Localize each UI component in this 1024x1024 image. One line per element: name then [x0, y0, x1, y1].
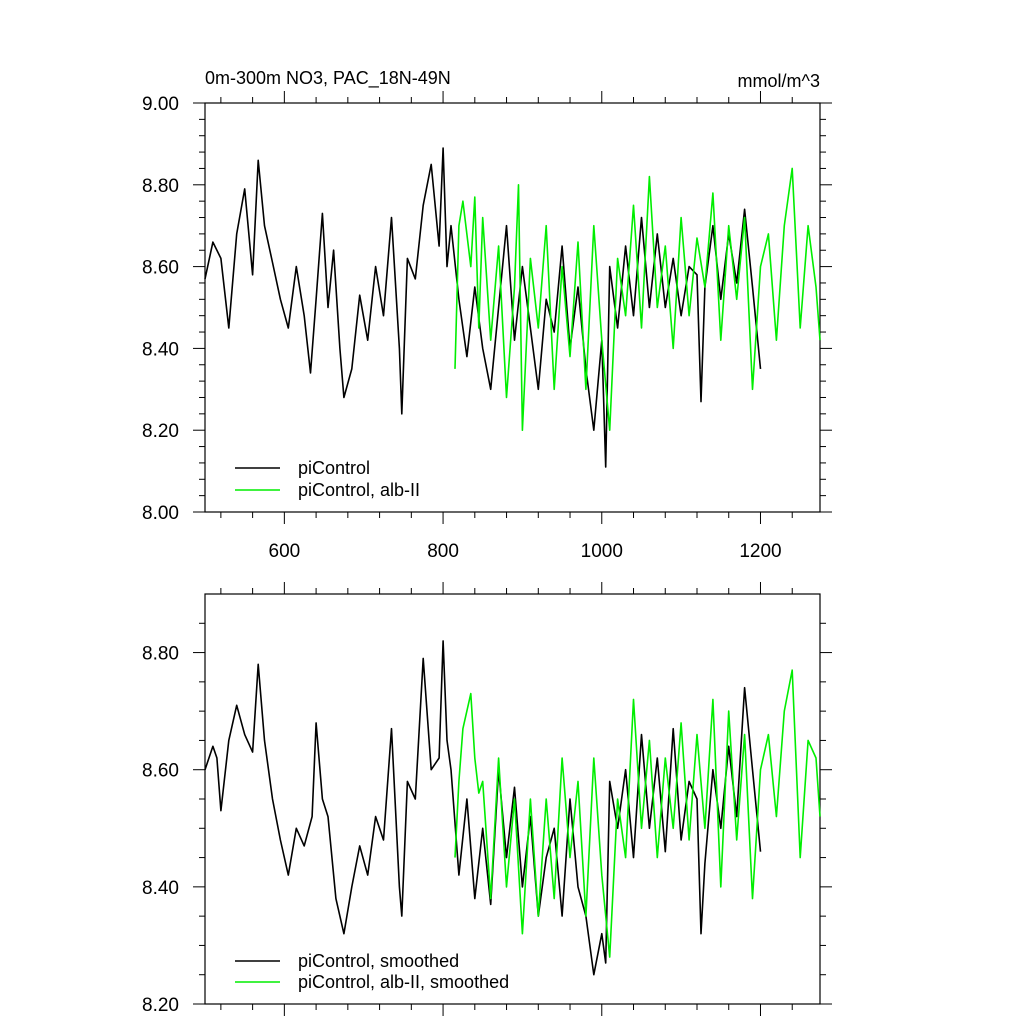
y-tick-label: 8.20: [142, 995, 179, 1016]
y-tick-label: 8.60: [142, 761, 179, 782]
series-line-picontrol-alb-ii-smoothed: [454, 669, 821, 958]
y-tick-label: 8.40: [142, 878, 179, 899]
series-line-picontrol-smoothed: [204, 640, 762, 976]
x-tick-label: 1200: [739, 541, 781, 562]
x-tick-label: 600: [269, 541, 301, 562]
y-tick-label: 8.80: [142, 644, 179, 665]
top-plot-frame: [204, 102, 821, 513]
legend-label-picontrol: piControl: [298, 458, 370, 478]
y-tick-label: 8.20: [142, 421, 179, 442]
y-tick-label: 8.60: [142, 258, 179, 279]
bottom-plot-legend: piControl, smoothed piControl, alb-II, s…: [235, 951, 509, 992]
legend-label-picontrol-smoothed: piControl, smoothed: [298, 951, 459, 971]
y-tick-label: 8.40: [142, 339, 179, 360]
bottom-plot: 8.20 8.40 8.60 8.80 piControl, smoothed …: [142, 582, 832, 1016]
top-plot-units: mmol/m^3: [738, 71, 820, 91]
bottom-plot-y-tick-labels: 8.20 8.40 8.60 8.80: [142, 644, 179, 1016]
x-tick-label: 1000: [581, 541, 623, 562]
top-plot-y-tick-labels: 8.00 8.20 8.40 8.60 8.80 9.00: [142, 94, 179, 524]
bottom-plot-series: [204, 640, 821, 976]
series-line-picontrol-alb-ii: [454, 167, 821, 431]
top-plot-title: 0m-300m NO3, PAC_18N-49N: [205, 68, 451, 89]
legend-label-picontrol-alb-ii: piControl, alb-II: [298, 480, 420, 500]
bottom-plot-ticks: [193, 582, 832, 1016]
series-line-picontrol: [204, 147, 762, 468]
y-tick-label: 8.80: [142, 176, 179, 197]
top-plot: 0m-300m NO3, PAC_18N-49N mmol/m^3 8.00 8…: [142, 68, 832, 562]
top-plot-legend: piControl piControl, alb-II: [235, 458, 420, 500]
y-tick-label: 8.00: [142, 503, 179, 524]
legend-label-picontrol-alb-ii-smoothed: piControl, alb-II, smoothed: [298, 972, 509, 992]
top-plot-x-tick-labels: 600 800 1000 1200: [269, 541, 782, 562]
top-plot-series: [204, 147, 821, 468]
x-tick-label: 800: [427, 541, 459, 562]
top-plot-ticks: [193, 91, 832, 524]
y-tick-label: 9.00: [142, 94, 179, 115]
